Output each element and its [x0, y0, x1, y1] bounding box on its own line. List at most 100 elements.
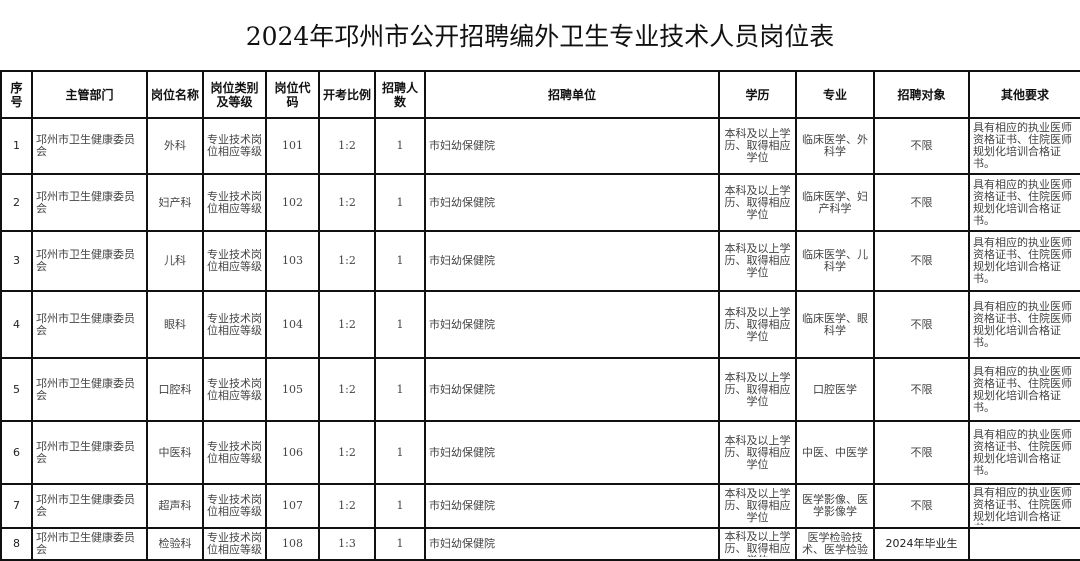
- cell-major: 临床医学、外科学: [795, 117, 875, 175]
- target-text: 不限: [910, 318, 933, 331]
- department-text: 邛州市卫生健康委员会: [36, 190, 135, 215]
- table-row: 8 邛州市卫生健康委员会 检验科 专业技术岗位相应等级 108 1:3 1 市妇幼保健院 本科及…: [0, 527, 1080, 561]
- seq-text: 8: [13, 538, 20, 550]
- cell-headcount: 1: [374, 173, 426, 232]
- cell-major: 临床医学、妇产科学: [795, 173, 875, 232]
- headcount-text: 1: [396, 383, 404, 396]
- target-text: 不限: [910, 196, 933, 209]
- cell-hiring-unit: 市妇幼保健院: [424, 173, 720, 232]
- cell-headcount: 1: [374, 357, 426, 422]
- position-name-text: 眼科: [164, 318, 186, 331]
- cell-education: 本科及以上学历、取得相应学位: [718, 290, 797, 359]
- cell-position-category: 专业技术岗位相应等级: [202, 290, 267, 359]
- cell-major: 口腔医学: [795, 357, 875, 422]
- cell-department: 邛州市卫生健康委员会: [31, 173, 148, 232]
- hiring-unit-text: 市妇幼保健院: [429, 500, 495, 512]
- position-code-text: 104: [282, 318, 303, 331]
- hiring-unit-text: 市妇幼保健院: [429, 383, 495, 396]
- cell-headcount: 1: [374, 230, 426, 292]
- cell-position-code: 107: [265, 483, 320, 529]
- cell-education: 本科及以上学历、取得相应学位: [718, 230, 797, 292]
- cell-seq: 1: [0, 117, 33, 175]
- department-text: 邛州市卫生健康委员会: [36, 312, 135, 337]
- cell-other-requirements: 具有相应的执业医师资格证书、住院医师规划化培训合格证书。: [968, 173, 1080, 232]
- exam-ratio-text: 1:2: [338, 140, 356, 152]
- cell-seq: 2: [0, 173, 33, 232]
- cell-seq: 3: [0, 230, 33, 292]
- cell-position-name: 口腔科: [146, 357, 204, 422]
- hiring-unit-text: 市妇幼保健院: [429, 446, 495, 459]
- cell-target: 不限: [873, 173, 970, 232]
- header-position-name: 岗位名称: [146, 70, 204, 119]
- cell-department: 邛州市卫生健康委员会: [31, 483, 148, 529]
- position-code-text: 101: [282, 140, 303, 152]
- position-category-text: 专业技术岗位相应等级: [207, 440, 262, 465]
- header-exam-ratio: 开考比例: [318, 70, 376, 119]
- cell-other-requirements: [968, 527, 1080, 561]
- cell-hiring-unit: 市妇幼保健院: [424, 527, 720, 561]
- cell-headcount: 1: [374, 527, 426, 561]
- other-requirements-text: 具有相应的执业医师资格证书、住院医师规划化培训合格证书。: [973, 122, 1072, 170]
- cell-headcount: 1: [374, 290, 426, 359]
- cell-hiring-unit: 市妇幼保健院: [424, 420, 720, 485]
- headcount-text: 1: [396, 318, 404, 331]
- cell-position-name: 眼科: [146, 290, 204, 359]
- cell-other-requirements: 具有相应的执业医师资格证书、住院医师规划化培训合格证书。: [968, 117, 1080, 175]
- headcount-text: 1: [396, 538, 404, 550]
- major-text: 临床医学、眼科学: [802, 312, 868, 337]
- cell-department: 邛州市卫生健康委员会: [31, 230, 148, 292]
- cell-education: 本科及以上学历、取得相应学位: [718, 527, 797, 561]
- exam-ratio-text: 1:2: [338, 196, 356, 209]
- major-text: 临床医学、妇产科学: [802, 190, 868, 215]
- header-major: 专业: [795, 70, 875, 119]
- education-text: 本科及以上学历、取得相应学位: [724, 488, 791, 524]
- exam-ratio-text: 1:2: [338, 383, 356, 396]
- cell-headcount: 1: [374, 117, 426, 175]
- other-requirements-text: 具有相应的执业医师资格证书、住院医师规划化培训合格证书。: [973, 178, 1072, 227]
- other-requirements-text: 具有相应的执业医师资格证书、住院医师规划化培训合格证书。: [973, 365, 1072, 414]
- cell-position-code: 108: [265, 527, 320, 561]
- cell-seq: 4: [0, 290, 33, 359]
- cell-position-code: 105: [265, 357, 320, 422]
- seq-text: 5: [13, 383, 20, 396]
- position-code-text: 107: [282, 500, 303, 512]
- header-department: 主管部门: [31, 70, 148, 119]
- department-text: 邛州市卫生健康委员会: [36, 249, 135, 273]
- position-category-text: 专业技术岗位相应等级: [207, 134, 262, 158]
- education-text: 本科及以上学历、取得相应学位: [724, 184, 791, 221]
- cell-exam-ratio: 1:3: [318, 527, 376, 561]
- headcount-text: 1: [396, 446, 404, 459]
- cell-department: 邛州市卫生健康委员会: [31, 117, 148, 175]
- cell-exam-ratio: 1:2: [318, 357, 376, 422]
- target-text: 2024年毕业生: [885, 538, 958, 550]
- cell-major: 医学检验技术、医学检验: [795, 527, 875, 561]
- cell-department: 邛州市卫生健康委员会: [31, 420, 148, 485]
- position-name-text: 检验科: [158, 538, 192, 550]
- header-other-requirements: 其他要求: [968, 70, 1080, 119]
- cell-position-category: 专业技术岗位相应等级: [202, 117, 267, 175]
- department-text: 邛州市卫生健康委员会: [36, 134, 135, 158]
- education-text: 本科及以上学历、取得相应学位: [724, 128, 791, 164]
- cell-position-name: 超声科: [146, 483, 204, 529]
- cell-position-category: 专业技术岗位相应等级: [202, 420, 267, 485]
- major-text: 口腔医学: [813, 383, 857, 396]
- exam-ratio-text: 1:2: [338, 500, 356, 512]
- position-name-text: 中医科: [158, 446, 192, 459]
- cell-other-requirements: 具有相应的执业医师资格证书、住院医师规划化培训合格证书。: [968, 290, 1080, 359]
- department-text: 邛州市卫生健康委员会: [36, 532, 135, 556]
- cell-education: 本科及以上学历、取得相应学位: [718, 420, 797, 485]
- cell-other-requirements: 具有相应的执业医师资格证书、住院医师规划化培训合格证书。: [968, 483, 1080, 529]
- table-row: 7 邛州市卫生健康委员会 超声科 专业技术岗位相应等级 107 1:2 1 市妇幼保健院 本科及…: [0, 483, 1080, 529]
- position-name-text: 超声科: [158, 500, 192, 512]
- hiring-unit-text: 市妇幼保健院: [429, 255, 495, 267]
- page-title: 2024年邛州市公开招聘编外卫生专业技术人员岗位表: [0, 0, 1080, 71]
- header-headcount: 招聘人数: [374, 70, 426, 119]
- cell-position-name: 中医科: [146, 420, 204, 485]
- cell-major: 临床医学、眼科学: [795, 290, 875, 359]
- cell-department: 邛州市卫生健康委员会: [31, 357, 148, 422]
- cell-hiring-unit: 市妇幼保健院: [424, 357, 720, 422]
- cell-exam-ratio: 1:2: [318, 117, 376, 175]
- position-code-text: 103: [282, 255, 303, 267]
- headcount-text: 1: [396, 500, 404, 512]
- cell-seq: 5: [0, 357, 33, 422]
